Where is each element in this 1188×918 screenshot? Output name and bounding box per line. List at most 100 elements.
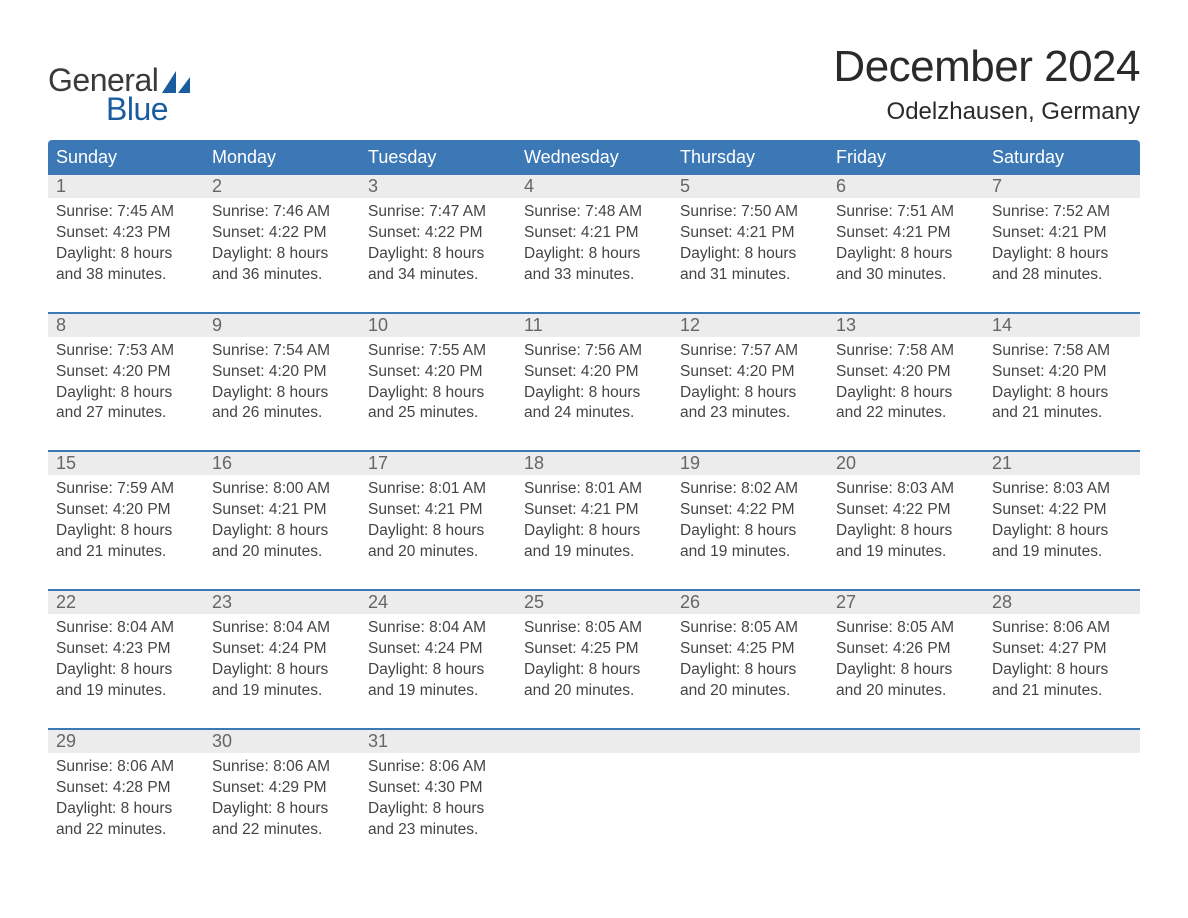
daylight-line-1: Daylight: 8 hours — [56, 660, 196, 681]
daylight-line-1: Daylight: 8 hours — [680, 383, 820, 404]
sunset-line: Sunset: 4:21 PM — [524, 500, 664, 521]
calendar-grid: SundayMondayTuesdayWednesdayThursdayFrid… — [48, 140, 1140, 848]
sunrise-line: Sunrise: 8:06 AM — [56, 757, 196, 778]
daynum-row: 891011121314 — [48, 314, 1140, 337]
day-cell: Sunrise: 8:06 AMSunset: 4:29 PMDaylight:… — [204, 753, 360, 849]
day-number — [516, 730, 672, 753]
daylight-line-1: Daylight: 8 hours — [368, 383, 508, 404]
day-number — [672, 730, 828, 753]
daylight-line-1: Daylight: 8 hours — [680, 244, 820, 265]
sunrise-line: Sunrise: 8:01 AM — [524, 479, 664, 500]
daylight-line-2: and 19 minutes. — [56, 681, 196, 702]
month-title: December 2024 — [833, 42, 1140, 92]
day-number: 1 — [48, 175, 204, 198]
day-number: 25 — [516, 591, 672, 614]
daylight-line-2: and 20 minutes. — [524, 681, 664, 702]
sunrise-line: Sunrise: 8:03 AM — [992, 479, 1132, 500]
sunrise-line: Sunrise: 7:55 AM — [368, 341, 508, 362]
day-cell: Sunrise: 8:04 AMSunset: 4:24 PMDaylight:… — [204, 614, 360, 710]
daylight-line-1: Daylight: 8 hours — [524, 521, 664, 542]
daylight-line-2: and 21 minutes. — [992, 681, 1132, 702]
daylight-line-2: and 23 minutes. — [680, 403, 820, 424]
daylight-line-1: Daylight: 8 hours — [212, 383, 352, 404]
day-cell: Sunrise: 7:50 AMSunset: 4:21 PMDaylight:… — [672, 198, 828, 294]
sunset-line: Sunset: 4:24 PM — [368, 639, 508, 660]
daylight-line-1: Daylight: 8 hours — [836, 383, 976, 404]
daylight-line-2: and 34 minutes. — [368, 265, 508, 286]
day-cell — [672, 753, 828, 849]
daylight-line-2: and 20 minutes. — [680, 681, 820, 702]
day-number: 7 — [984, 175, 1140, 198]
sunset-line: Sunset: 4:20 PM — [836, 362, 976, 383]
title-block: December 2024 Odelzhausen, Germany — [833, 42, 1140, 126]
calendar-week: 891011121314Sunrise: 7:53 AMSunset: 4:20… — [48, 312, 1140, 433]
sunrise-line: Sunrise: 7:45 AM — [56, 202, 196, 223]
day-cell: Sunrise: 7:58 AMSunset: 4:20 PMDaylight:… — [828, 337, 984, 433]
sunset-line: Sunset: 4:21 PM — [680, 223, 820, 244]
weekday-label: Friday — [828, 140, 984, 175]
daynum-row: 1234567 — [48, 175, 1140, 198]
day-number: 2 — [204, 175, 360, 198]
daylight-line-2: and 33 minutes. — [524, 265, 664, 286]
day-cell: Sunrise: 8:03 AMSunset: 4:22 PMDaylight:… — [828, 475, 984, 571]
day-cell: Sunrise: 7:54 AMSunset: 4:20 PMDaylight:… — [204, 337, 360, 433]
daylight-line-1: Daylight: 8 hours — [212, 660, 352, 681]
sunrise-line: Sunrise: 7:57 AM — [680, 341, 820, 362]
daylight-line-2: and 21 minutes. — [56, 542, 196, 563]
weekday-label: Monday — [204, 140, 360, 175]
daylight-line-2: and 25 minutes. — [368, 403, 508, 424]
sunrise-line: Sunrise: 7:59 AM — [56, 479, 196, 500]
sunrise-line: Sunrise: 7:50 AM — [680, 202, 820, 223]
daylight-line-1: Daylight: 8 hours — [212, 521, 352, 542]
calendar-page: General Blue December 2024 Odelzhausen, … — [0, 0, 1188, 896]
sunrise-line: Sunrise: 8:04 AM — [56, 618, 196, 639]
sunset-line: Sunset: 4:20 PM — [212, 362, 352, 383]
sunrise-line: Sunrise: 7:58 AM — [836, 341, 976, 362]
day-number: 30 — [204, 730, 360, 753]
sunset-line: Sunset: 4:20 PM — [992, 362, 1132, 383]
daylight-line-2: and 38 minutes. — [56, 265, 196, 286]
sunset-line: Sunset: 4:25 PM — [524, 639, 664, 660]
daylight-line-1: Daylight: 8 hours — [992, 244, 1132, 265]
sunset-line: Sunset: 4:22 PM — [680, 500, 820, 521]
sunset-line: Sunset: 4:20 PM — [368, 362, 508, 383]
sunset-line: Sunset: 4:23 PM — [56, 639, 196, 660]
day-cell: Sunrise: 8:04 AMSunset: 4:23 PMDaylight:… — [48, 614, 204, 710]
sunset-line: Sunset: 4:22 PM — [212, 223, 352, 244]
day-cell: Sunrise: 8:01 AMSunset: 4:21 PMDaylight:… — [516, 475, 672, 571]
day-cell: Sunrise: 7:53 AMSunset: 4:20 PMDaylight:… — [48, 337, 204, 433]
sunrise-line: Sunrise: 7:54 AM — [212, 341, 352, 362]
daylight-line-1: Daylight: 8 hours — [524, 383, 664, 404]
sunrise-line: Sunrise: 7:53 AM — [56, 341, 196, 362]
day-number: 29 — [48, 730, 204, 753]
daylight-line-2: and 30 minutes. — [836, 265, 976, 286]
daylight-line-2: and 19 minutes. — [680, 542, 820, 563]
daylight-line-2: and 22 minutes. — [56, 820, 196, 841]
day-number: 12 — [672, 314, 828, 337]
sunrise-line: Sunrise: 7:52 AM — [992, 202, 1132, 223]
day-cell: Sunrise: 7:59 AMSunset: 4:20 PMDaylight:… — [48, 475, 204, 571]
sunrise-line: Sunrise: 8:04 AM — [368, 618, 508, 639]
daynum-row: 22232425262728 — [48, 591, 1140, 614]
calendar-week: 15161718192021Sunrise: 7:59 AMSunset: 4:… — [48, 450, 1140, 571]
daylight-line-2: and 19 minutes. — [524, 542, 664, 563]
day-number: 22 — [48, 591, 204, 614]
daylight-line-1: Daylight: 8 hours — [992, 521, 1132, 542]
day-number: 13 — [828, 314, 984, 337]
daylight-line-1: Daylight: 8 hours — [680, 660, 820, 681]
sunrise-line: Sunrise: 7:46 AM — [212, 202, 352, 223]
sunrise-line: Sunrise: 8:05 AM — [680, 618, 820, 639]
sunset-line: Sunset: 4:21 PM — [212, 500, 352, 521]
day-number: 3 — [360, 175, 516, 198]
sunrise-line: Sunrise: 7:48 AM — [524, 202, 664, 223]
logo-sail-icon — [162, 71, 190, 98]
sunset-line: Sunset: 4:20 PM — [680, 362, 820, 383]
day-cell: Sunrise: 8:04 AMSunset: 4:24 PMDaylight:… — [360, 614, 516, 710]
sunset-line: Sunset: 4:21 PM — [992, 223, 1132, 244]
day-number: 11 — [516, 314, 672, 337]
daylight-line-1: Daylight: 8 hours — [836, 660, 976, 681]
day-number: 21 — [984, 452, 1140, 475]
day-cell: Sunrise: 7:52 AMSunset: 4:21 PMDaylight:… — [984, 198, 1140, 294]
weekday-label: Sunday — [48, 140, 204, 175]
daylight-line-2: and 21 minutes. — [992, 403, 1132, 424]
